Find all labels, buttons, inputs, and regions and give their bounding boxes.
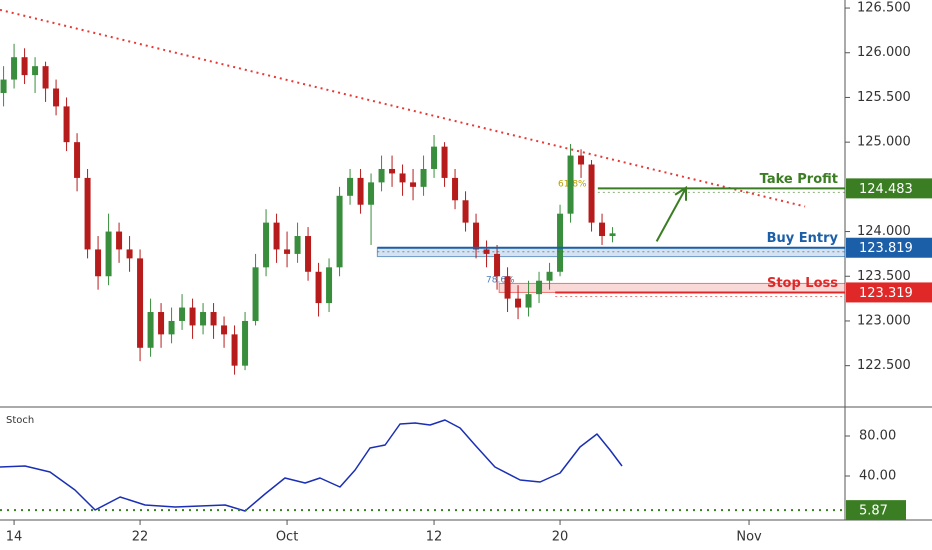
candle-body (347, 177, 354, 196)
trend-line (0, 8, 806, 208)
candle-body (105, 231, 112, 277)
price-tag (846, 500, 906, 521)
candle-body (494, 253, 501, 277)
level-name: Buy Entry (767, 231, 839, 246)
candle-body (473, 222, 480, 250)
candle-body (210, 312, 217, 326)
price-tag-label: 123.319 (859, 286, 913, 301)
candle-body (378, 168, 385, 183)
candle-body (441, 146, 448, 178)
candle-body (536, 280, 543, 295)
candle-body (21, 57, 28, 76)
candle-body (525, 294, 532, 308)
candle-body (557, 213, 564, 272)
price-tag (846, 282, 932, 303)
y-tick-label: 123.000 (857, 313, 911, 328)
candle-body (126, 249, 133, 259)
candle-body (263, 222, 270, 268)
y-tick-label: 125.500 (857, 90, 911, 105)
candle-body (368, 182, 375, 205)
candle-body (53, 88, 60, 107)
candle-body (74, 142, 81, 178)
candle-body (189, 307, 196, 326)
price-tag-label: 124.483 (859, 182, 913, 197)
level-name: Take Profit (760, 172, 838, 187)
candle-body (452, 177, 459, 201)
price-tag (846, 178, 932, 199)
candle-body (32, 66, 39, 76)
candle-body (137, 258, 144, 348)
x-tick-label: 12 (426, 530, 443, 545)
candle-body (431, 146, 438, 169)
candle-body (462, 200, 469, 223)
candle-body (546, 271, 553, 281)
x-tick-label: Oct (276, 530, 298, 545)
x-tick-label: 22 (132, 530, 149, 545)
y-tick-label: 122.500 (857, 358, 911, 373)
candle-body (252, 267, 259, 321)
candle-body (389, 168, 396, 174)
fib-label: 78.6% (486, 276, 515, 286)
x-tick-label: Nov (736, 530, 762, 545)
candle-body (221, 325, 228, 335)
candle-body (63, 106, 70, 143)
candle-body (158, 312, 165, 335)
candle-body (200, 312, 207, 326)
candle-body (179, 307, 186, 321)
candle-body (231, 334, 238, 366)
y-tick-label: 123.500 (857, 269, 911, 284)
candle-body (273, 222, 280, 250)
candle-body (168, 320, 175, 335)
y-tick-label: 125.000 (857, 135, 911, 150)
candle-body (11, 57, 18, 80)
y-tick-label: 40.00 (859, 469, 896, 484)
x-tick-label: 20 (552, 530, 569, 545)
arrow (655, 187, 687, 242)
candle-body (315, 271, 322, 304)
y-tick-label: 80.00 (859, 429, 896, 444)
candle-body (399, 173, 406, 183)
candle-body (578, 155, 585, 165)
y-tick-label: 124.000 (857, 224, 911, 239)
candle-body (242, 320, 249, 366)
x-tick-label: 14 (6, 530, 23, 545)
y-tick-label: 126.500 (857, 1, 911, 16)
candle-body (147, 312, 154, 348)
candle-body (420, 168, 427, 187)
y-tick-label: 126.000 (857, 45, 911, 60)
candle-body (42, 66, 49, 89)
candle-body (116, 231, 123, 250)
price-tag (846, 237, 932, 258)
price-tag-label: 123.819 (859, 241, 913, 256)
candle-body (504, 276, 511, 299)
candle-body (336, 195, 343, 268)
level-name: Stop Loss (767, 276, 838, 291)
candle-body (567, 155, 574, 214)
candle-body (515, 298, 522, 308)
candle-body (599, 222, 606, 237)
price-tag-label: 5.87 (859, 504, 888, 519)
candle-body (357, 177, 364, 205)
candle-body (410, 182, 417, 187)
candle-body (294, 236, 301, 254)
candle-body (0, 79, 7, 93)
candle-body (305, 236, 312, 272)
indicator-line (0, 419, 623, 512)
candle-body (483, 249, 490, 254)
candle-body (95, 249, 102, 277)
candle-body (284, 249, 291, 254)
candle-body (609, 233, 616, 237)
candle-body (326, 267, 333, 304)
candle-body (588, 164, 595, 223)
candle-body (84, 177, 91, 250)
indicator-title: Stoch (6, 415, 34, 426)
arrow-head (674, 185, 688, 201)
